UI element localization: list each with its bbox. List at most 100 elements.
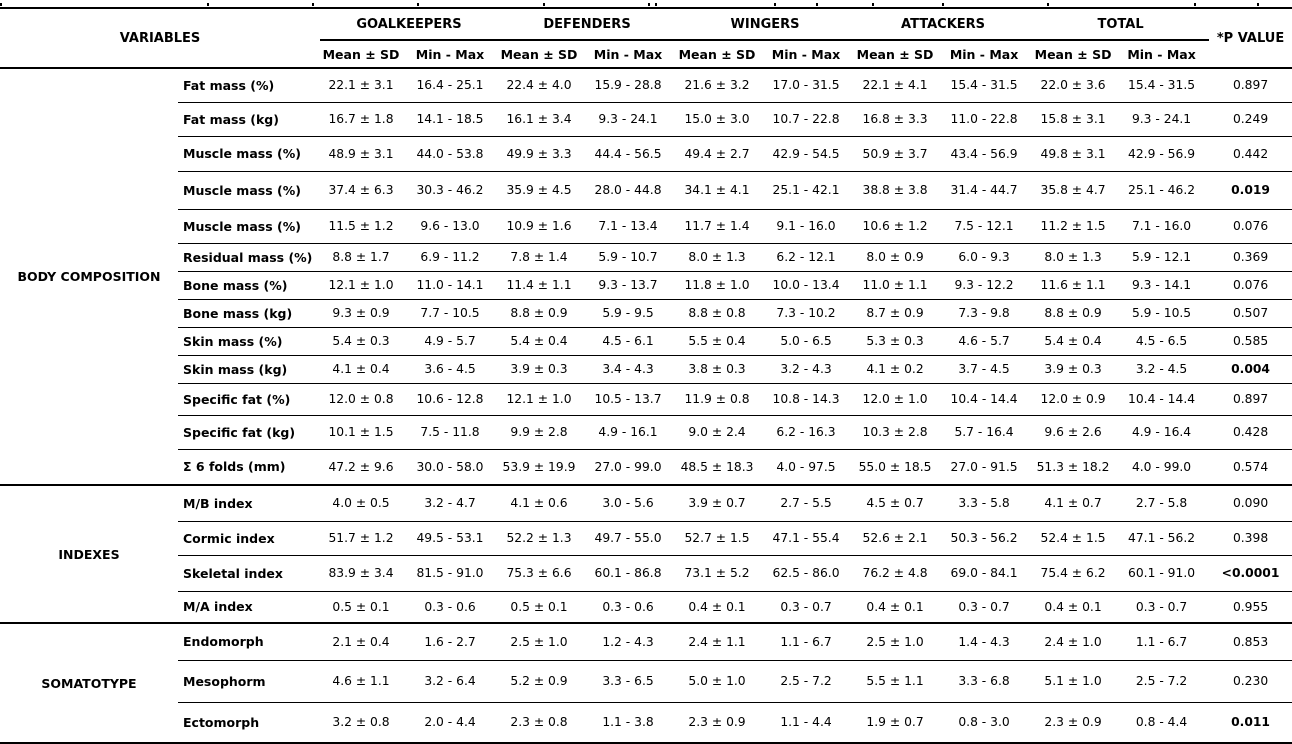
mean-sd-value: 5.1 ± 1.0: [1032, 660, 1115, 703]
mean-sd-value: 8.8 ± 0.8: [676, 299, 759, 328]
mean-sd-value: 22.4 ± 4.0: [498, 68, 580, 103]
min-max-value: 2.5 - 7.2: [1114, 660, 1210, 703]
sub-header-mean-sd: Mean ± SD: [676, 40, 759, 69]
table-row: Mesophorm 4.6 ± 1.1 3.2 - 6.4 5.2 ± 0.9 3.3 …: [0, 660, 1292, 703]
min-max-value: 0.3 - 0.6: [580, 591, 677, 624]
mean-sd-value: 2.5 ± 1.0: [498, 623, 580, 661]
mean-sd-value: 12.1 ± 1.0: [320, 271, 402, 300]
sub-header-min-max: Min - Max: [936, 40, 1033, 69]
min-max-value: 47.1 - 56.2: [1114, 521, 1210, 556]
sub-header-mean-sd: Mean ± SD: [854, 40, 937, 69]
mean-sd-value: 52.4 ± 1.5: [1032, 521, 1115, 556]
group-header-defenders: DEFENDERS: [498, 8, 677, 41]
min-max-value: 7.3 - 9.8: [936, 299, 1033, 328]
p-value: 0.004: [1209, 355, 1292, 384]
sub-header-min-max: Min - Max: [580, 40, 677, 69]
min-max-value: 81.5 - 91.0: [402, 555, 498, 592]
sub-header-mean-sd: Mean ± SD: [320, 40, 402, 69]
sub-header-mean-sd: Mean ± SD: [1032, 40, 1115, 69]
mean-sd-value: 8.8 ± 1.7: [320, 243, 402, 272]
min-max-value: 1.1 - 6.7: [758, 623, 855, 661]
mean-sd-value: 35.8 ± 4.7: [1032, 171, 1115, 210]
mean-sd-value: 52.6 ± 2.1: [854, 521, 937, 556]
min-max-value: 0.8 - 3.0: [936, 702, 1033, 744]
mean-sd-value: 9.9 ± 2.8: [498, 415, 580, 450]
mean-sd-value: 51.3 ± 18.2: [1032, 449, 1115, 486]
min-max-value: 9.3 - 12.2: [936, 271, 1033, 300]
mean-sd-value: 11.2 ± 1.5: [1032, 209, 1115, 244]
table-row: Skeletal index 83.9 ± 3.4 81.5 - 91.0 75.3 …: [0, 555, 1292, 592]
mean-sd-value: 3.9 ± 0.3: [1032, 355, 1115, 384]
min-max-value: 7.5 - 11.8: [402, 415, 498, 450]
mean-sd-value: 53.9 ± 19.9: [498, 449, 580, 486]
mean-sd-value: 38.8 ± 3.8: [854, 171, 937, 210]
min-max-value: 31.4 - 44.7: [936, 171, 1033, 210]
min-max-value: 0.3 - 0.6: [402, 591, 498, 624]
table-row: Muscle mass (%) 37.4 ± 6.3 30.3 - 46.2 35.9…: [0, 171, 1292, 210]
min-max-value: 6.2 - 16.3: [758, 415, 855, 450]
mean-sd-value: 22.0 ± 3.6: [1032, 68, 1115, 103]
mean-sd-value: 5.5 ± 0.4: [676, 327, 759, 356]
variable-label: Bone mass (%): [178, 271, 320, 300]
min-max-value: 5.9 - 12.1: [1114, 243, 1210, 272]
mean-sd-value: 4.5 ± 0.7: [854, 485, 937, 522]
mean-sd-value: 11.8 ± 1.0: [676, 271, 759, 300]
sub-header-mean-sd: Mean ± SD: [498, 40, 580, 69]
mean-sd-value: 37.4 ± 6.3: [320, 171, 402, 210]
min-max-value: 27.0 - 91.5: [936, 449, 1033, 486]
mean-sd-value: 10.3 ± 2.8: [854, 415, 937, 450]
min-max-value: 2.7 - 5.5: [758, 485, 855, 522]
variable-label: Skin mass (kg): [178, 355, 320, 384]
min-max-value: 10.4 - 14.4: [1114, 383, 1210, 416]
variable-label: Residual mass (%): [178, 243, 320, 272]
table-row: Muscle mass (%) 11.5 ± 1.2 9.6 - 13.0 10.9 …: [0, 209, 1292, 244]
variable-label: Cormic index: [178, 521, 320, 556]
table-row: Cormic index 51.7 ± 1.2 49.5 - 53.1 52.2 ± …: [0, 521, 1292, 556]
table-row: M/A index 0.5 ± 0.1 0.3 - 0.6 0.5 ± 0.1 0.3 …: [0, 591, 1292, 624]
min-max-value: 10.4 - 14.4: [936, 383, 1033, 416]
group-header-wingers: WINGERS: [676, 8, 855, 41]
mean-sd-value: 10.1 ± 1.5: [320, 415, 402, 450]
mean-sd-value: 8.8 ± 0.9: [1032, 299, 1115, 328]
min-max-value: 25.1 - 46.2: [1114, 171, 1210, 210]
mean-sd-value: 2.4 ± 1.1: [676, 623, 759, 661]
min-max-value: 7.7 - 10.5: [402, 299, 498, 328]
mean-sd-value: 47.2 ± 9.6: [320, 449, 402, 486]
variable-label: Specific fat (kg): [178, 415, 320, 450]
variable-label: Endomorph: [178, 623, 320, 661]
variable-label: Fat mass (%): [178, 68, 320, 103]
min-max-value: 4.5 - 6.5: [1114, 327, 1210, 356]
p-value: 0.090: [1209, 485, 1292, 522]
table-row: Skin mass (%) 5.4 ± 0.3 4.9 - 5.7 5.4 ± 0.4…: [0, 327, 1292, 356]
mean-sd-value: 5.4 ± 0.4: [1032, 327, 1115, 356]
mean-sd-value: 7.8 ± 1.4: [498, 243, 580, 272]
p-value: 0.428: [1209, 415, 1292, 450]
min-max-value: 1.1 - 3.8: [580, 702, 677, 744]
table-body: BODY COMPOSITION Fat mass (%) 22.1 ± 3.1 16…: [0, 68, 1292, 744]
mean-sd-value: 0.4 ± 0.1: [854, 591, 937, 624]
mean-sd-value: 1.9 ± 0.7: [854, 702, 937, 744]
mean-sd-value: 0.4 ± 0.1: [1032, 591, 1115, 624]
mean-sd-value: 48.9 ± 3.1: [320, 136, 402, 172]
min-max-value: 30.0 - 58.0: [402, 449, 498, 486]
min-max-value: 6.0 - 9.3: [936, 243, 1033, 272]
mean-sd-value: 5.4 ± 0.3: [320, 327, 402, 356]
variable-label: Fat mass (kg): [178, 102, 320, 137]
mean-sd-value: 3.8 ± 0.3: [676, 355, 759, 384]
p-value: 0.585: [1209, 327, 1292, 356]
table-row: SOMATOTYPE Endomorph 2.1 ± 0.4 1.6 - 2.7 2.5…: [0, 623, 1292, 744]
mean-sd-value: 2.3 ± 0.8: [498, 702, 580, 744]
min-max-value: 3.6 - 4.5: [402, 355, 498, 384]
min-max-value: 10.7 - 22.8: [758, 102, 855, 137]
variable-label: Muscle mass (%): [178, 209, 320, 244]
p-value-header: *P VALUE: [1209, 8, 1292, 69]
mean-sd-value: 10.6 ± 1.2: [854, 209, 937, 244]
mean-sd-value: 5.3 ± 0.3: [854, 327, 937, 356]
mean-sd-value: 11.7 ± 1.4: [676, 209, 759, 244]
min-max-value: 1.6 - 2.7: [402, 623, 498, 661]
p-value: 0.398: [1209, 521, 1292, 556]
p-value: 0.897: [1209, 383, 1292, 416]
min-max-value: 1.1 - 6.7: [1114, 623, 1210, 661]
min-max-value: 0.3 - 0.7: [936, 591, 1033, 624]
min-max-value: 4.5 - 6.1: [580, 327, 677, 356]
